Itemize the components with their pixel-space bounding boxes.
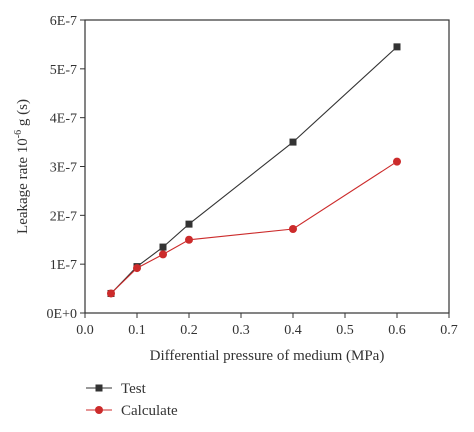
series-test-point [159,243,167,251]
legend: Test Calculate [86,381,178,419]
series-test-point [185,220,193,228]
x-axis-ticks: 0.0 0.1 0.2 0.3 0.4 0.5 0.6 0.7 [76,313,458,338]
series-calculate-point [133,264,141,273]
y-axis-title-suffix: g (s) [15,99,31,130]
x-tick-label: 0.2 [180,323,198,338]
series-calculate-point [185,235,193,244]
y-tick-label: 4E-7 [50,112,77,127]
y-tick-label: 2E-7 [50,209,77,224]
legend-swatch-marker [95,406,103,414]
y-axis-ticks: 0E+0 1E-7 2E-7 3E-7 4E-7 5E-7 6E-7 [47,14,85,322]
series-test-point [289,138,297,146]
y-tick-label: 6E-7 [50,14,77,29]
y-axis-title: Leakage rate 10-6 g (s) [13,99,31,234]
x-tick-label: 0.6 [388,323,406,338]
x-tick-label: 0.7 [440,323,458,338]
x-tick-label: 0.5 [336,323,354,338]
x-tick-label: 0.0 [76,323,94,338]
series-test [107,43,401,297]
y-tick-label: 5E-7 [50,63,77,78]
x-axis-title: Differential pressure of medium (MPa) [150,348,385,364]
x-tick-label: 0.3 [232,323,250,338]
series-calculate-point [393,157,401,166]
y-tick-label: 0E+0 [47,307,77,322]
series-calculate-point [289,225,297,234]
series-calculate-point [159,250,167,259]
legend-label: Test [121,381,147,397]
series-layer [107,43,401,298]
series-test-line [110,46,398,294]
legend-swatch-marker [95,384,103,392]
legend-item-test: Test [86,381,147,397]
series-calculate-point [107,289,115,298]
y-axis-title-exponent: -6 [13,130,24,138]
y-axis-title-prefix: Leakage rate 10 [15,138,31,234]
series-calculate-line [110,161,398,294]
series-test-point [393,43,401,51]
legend-item-calculate: Calculate [86,403,178,419]
x-tick-label: 0.1 [128,323,146,338]
legend-label: Calculate [121,403,178,419]
y-tick-label: 1E-7 [50,258,77,273]
x-tick-label: 0.4 [284,323,302,338]
y-tick-label: 3E-7 [50,161,77,176]
series-calculate [107,157,401,298]
